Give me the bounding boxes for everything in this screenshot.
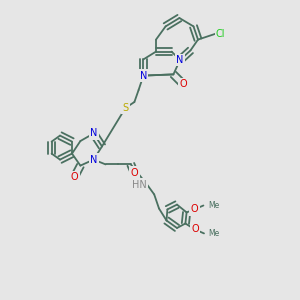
Text: N: N bbox=[140, 70, 147, 81]
Text: Cl: Cl bbox=[216, 28, 226, 39]
Text: Me: Me bbox=[208, 229, 220, 238]
Text: O: O bbox=[179, 79, 187, 89]
Text: S: S bbox=[122, 103, 128, 113]
Text: O: O bbox=[70, 172, 78, 182]
Text: O: O bbox=[130, 168, 138, 178]
Text: O: O bbox=[191, 224, 199, 235]
Text: HN: HN bbox=[132, 179, 147, 190]
Text: N: N bbox=[176, 55, 184, 65]
Text: O: O bbox=[190, 204, 198, 214]
Text: N: N bbox=[90, 154, 97, 165]
Text: N: N bbox=[90, 128, 97, 139]
Text: Me: Me bbox=[208, 201, 219, 210]
